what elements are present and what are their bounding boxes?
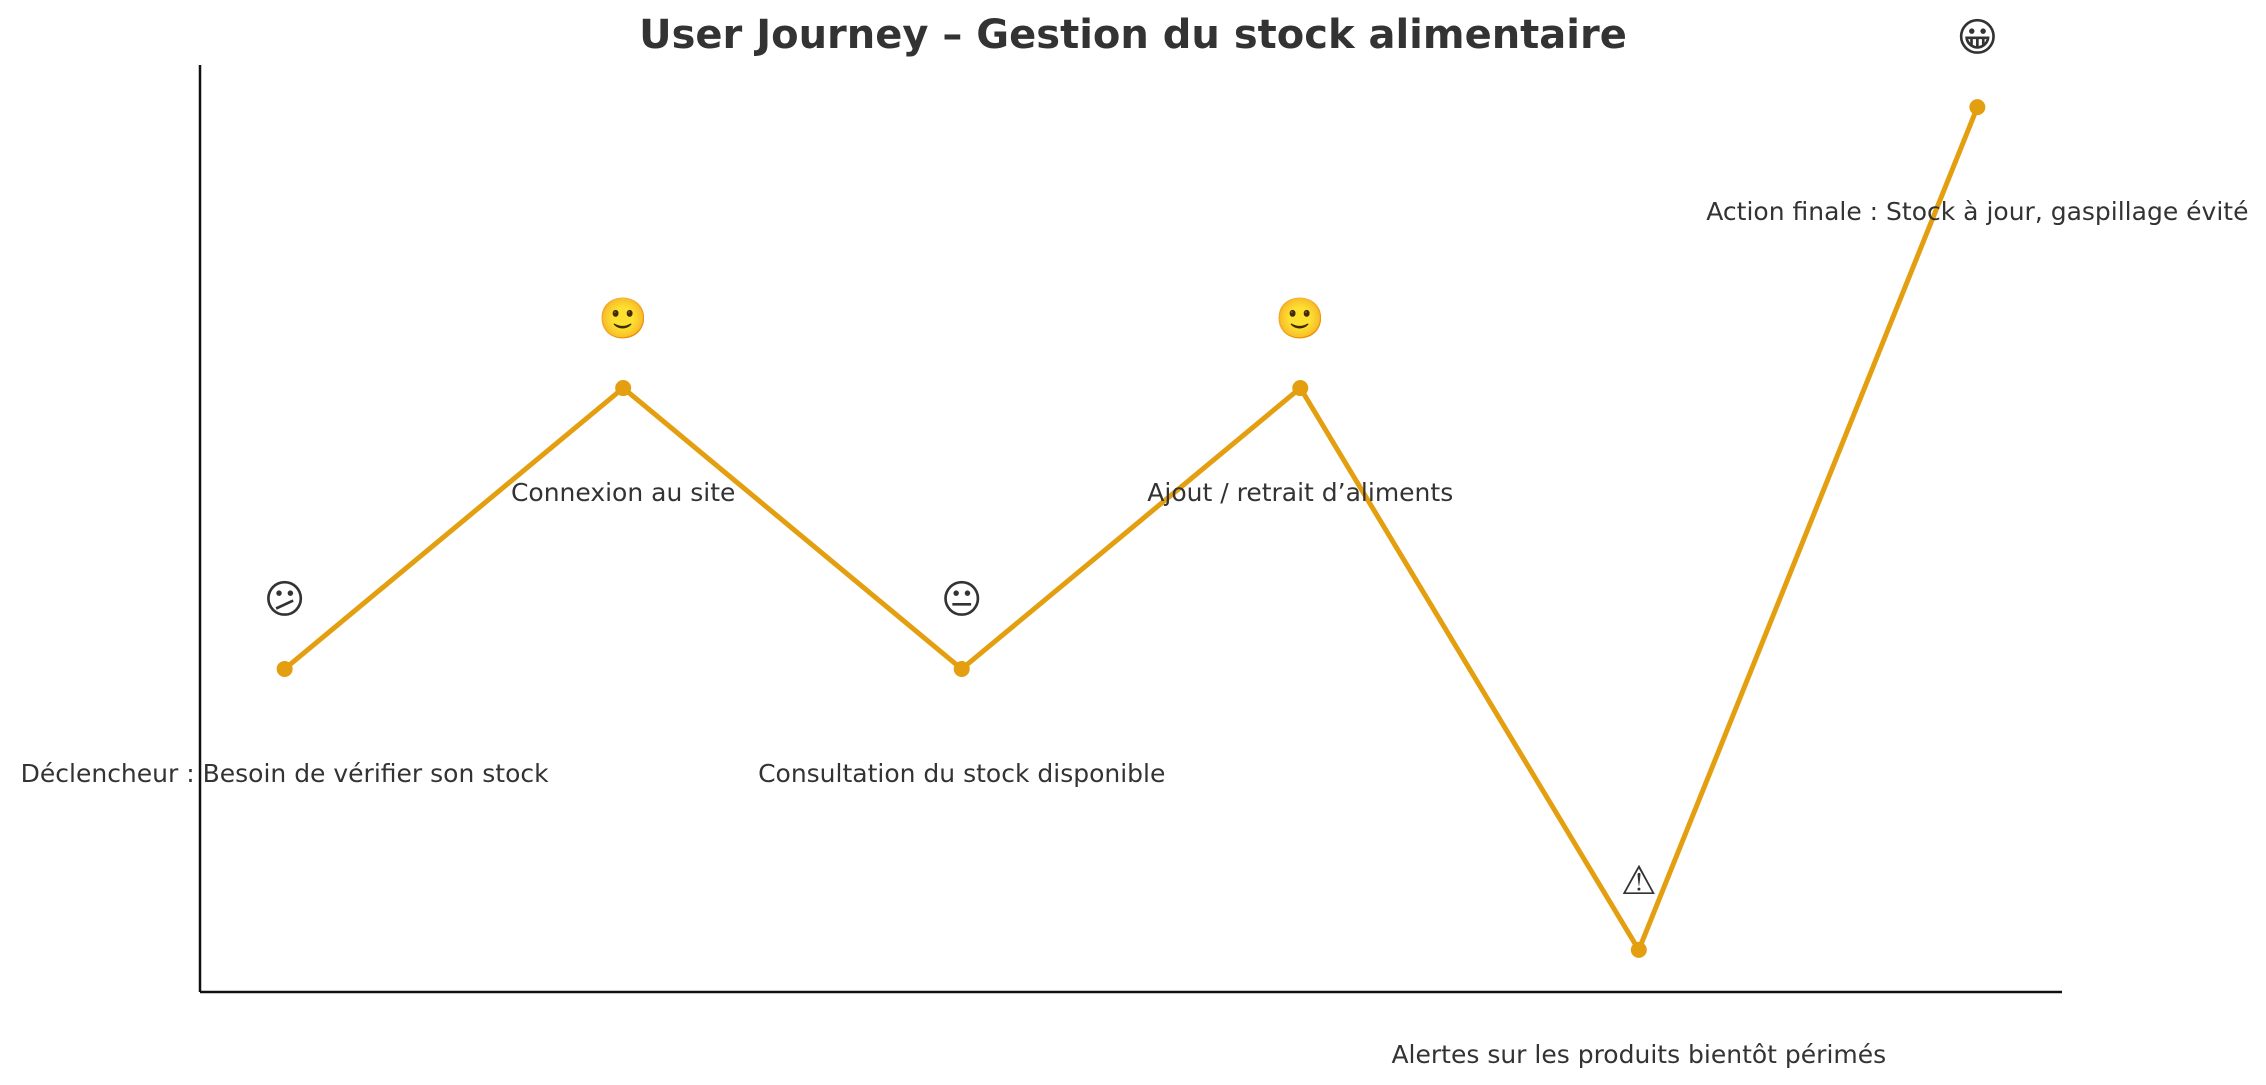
journey-point-4 [1292,380,1309,397]
emotion-icon-5: ⚠ [1621,858,1657,904]
journey-point-3 [953,660,970,677]
journey-point-2 [615,380,632,397]
emotion-icon-4: 🙂 [1275,296,1325,342]
labels-layer: 😕 Déclencheur : Besoin de vérifier son st… [21,15,2249,1069]
step-label-1: Déclencheur : Besoin de vérifier son sto… [21,759,549,788]
step-label-6: Action finale : Stock à jour, gaspillage… [1706,197,2248,226]
step-label-2: Connexion au site [511,478,735,507]
emotion-icon-1: 😕 [264,577,306,623]
emotion-icon-2: 🙂 [598,296,648,342]
series-layer [276,99,1986,958]
step-label-4: Ajout / retrait d’aliments [1147,478,1453,507]
step-label-3: Consultation du stock disponible [758,759,1165,788]
step-label-5: Alertes sur les produits bientôt périmés [1391,1040,1886,1069]
journey-point-6 [1969,99,1986,116]
journey-point-1 [276,660,293,677]
journey-point-5 [1630,941,1647,958]
journey-line [283,106,1980,953]
chart-title: User Journey – Gestion du stock alimenta… [639,12,1627,58]
emotion-icon-3: 😐 [941,577,983,623]
emotion-icon-6: 😀 [1957,15,1999,61]
